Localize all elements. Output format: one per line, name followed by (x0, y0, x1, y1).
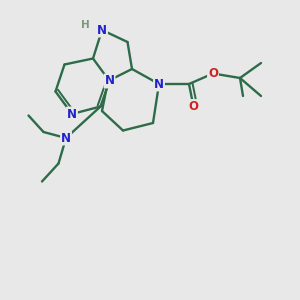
Text: N: N (61, 131, 71, 145)
Text: O: O (208, 67, 218, 80)
Text: N: N (104, 74, 115, 88)
Text: N: N (67, 107, 77, 121)
Text: N: N (97, 23, 107, 37)
Text: H: H (81, 20, 90, 31)
Text: N: N (154, 77, 164, 91)
Text: O: O (188, 100, 199, 113)
